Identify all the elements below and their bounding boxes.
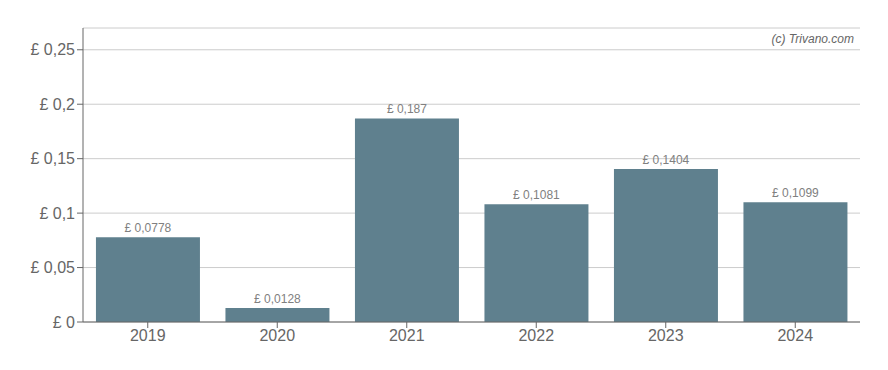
- svg-text:2021: 2021: [389, 327, 425, 344]
- svg-text:2020: 2020: [259, 327, 295, 344]
- svg-text:2024: 2024: [777, 327, 813, 344]
- svg-text:£ 0,25: £ 0,25: [31, 41, 76, 58]
- html-text:(c) Trivano.com: (c) Trivano.com: [771, 32, 854, 46]
- svg-text:£ 0,1404: £ 0,1404: [643, 153, 690, 167]
- svg-text:£ 0,1099: £ 0,1099: [772, 186, 819, 200]
- svg-text:£ 0,0128: £ 0,0128: [254, 292, 301, 306]
- svg-text:2023: 2023: [648, 327, 684, 344]
- svg-text:2019: 2019: [130, 327, 166, 344]
- svg-text:£ 0,15: £ 0,15: [31, 150, 76, 167]
- svg-text:£ 0,187: £ 0,187: [387, 102, 427, 116]
- svg-text:£ 0,2: £ 0,2: [39, 96, 75, 113]
- svg-text:2022: 2022: [518, 327, 554, 344]
- svg-text:£ 0,1081: £ 0,1081: [513, 188, 560, 202]
- svg-text:£ 0,05: £ 0,05: [31, 259, 76, 276]
- svg-text:£ 0: £ 0: [53, 314, 75, 331]
- svg-text:£ 0,1: £ 0,1: [39, 205, 75, 222]
- svg-text:£ 0,0778: £ 0,0778: [125, 221, 172, 235]
